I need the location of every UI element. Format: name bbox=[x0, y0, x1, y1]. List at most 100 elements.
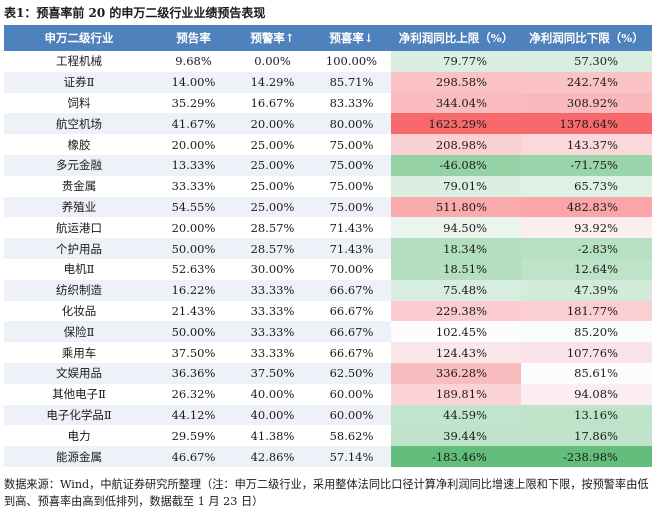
header-industry: 申万二级行业 bbox=[4, 25, 154, 51]
table-row: 保险Ⅱ 50.00% 33.33% 66.67% 102.45% 85.20% bbox=[4, 321, 652, 343]
cell-profit-upper: 124.43% bbox=[391, 342, 521, 363]
cell-profit-upper: 39.44% bbox=[391, 425, 521, 447]
cell-positive-rate: 75.00% bbox=[312, 175, 391, 197]
cell-profit-upper: 208.98% bbox=[391, 134, 521, 155]
table-row: 贵金属 33.33% 25.00% 75.00% 79.01% 65.73% bbox=[4, 175, 652, 197]
industry-forecast-table: 申万二级行业 预告率 预警率↑ 预喜率↓ 净利润同比上限（%） 净利润同比下限（… bbox=[4, 25, 652, 467]
cell-positive-rate: 80.00% bbox=[312, 113, 391, 135]
cell-positive-rate: 75.00% bbox=[312, 154, 391, 176]
cell-warning-rate: 25.00% bbox=[233, 154, 312, 176]
cell-warning-rate: 41.38% bbox=[233, 425, 312, 447]
cell-profit-lower: 12.64% bbox=[521, 258, 652, 280]
cell-profit-lower: -238.98% bbox=[521, 446, 652, 467]
cell-warning-rate: 37.50% bbox=[233, 362, 312, 384]
cell-profit-lower: 143.37% bbox=[521, 134, 652, 155]
cell-profit-upper: 79.01% bbox=[391, 175, 521, 197]
cell-positive-rate: 66.67% bbox=[312, 342, 391, 363]
cell-warning-rate: 33.33% bbox=[233, 279, 312, 301]
cell-positive-rate: 83.33% bbox=[312, 92, 391, 114]
cell-profit-upper: 298.58% bbox=[391, 71, 521, 93]
cell-positive-rate: 58.62% bbox=[312, 425, 391, 447]
cell-profit-lower: 482.83% bbox=[521, 196, 652, 218]
header-warning-rate: 预警率↑ bbox=[233, 25, 312, 51]
cell-profit-lower: 85.61% bbox=[521, 362, 652, 384]
cell-warning-rate: 25.00% bbox=[233, 134, 312, 155]
cell-profit-lower: 242.74% bbox=[521, 71, 652, 93]
cell-warning-rate: 33.33% bbox=[233, 300, 312, 322]
table-row: 养殖业 54.55% 25.00% 75.00% 511.80% 482.83% bbox=[4, 196, 652, 218]
cell-industry: 电子化学品Ⅱ bbox=[4, 404, 154, 426]
cell-positive-rate: 85.71% bbox=[312, 71, 391, 93]
header-profit-upper: 净利润同比上限（%） bbox=[391, 25, 521, 51]
cell-positive-rate: 70.00% bbox=[312, 258, 391, 280]
table-row: 航运港口 20.00% 28.57% 71.43% 94.50% 93.92% bbox=[4, 217, 652, 239]
cell-forecast-rate: 41.67% bbox=[154, 113, 233, 135]
cell-industry: 保险Ⅱ bbox=[4, 321, 154, 343]
cell-positive-rate: 75.00% bbox=[312, 196, 391, 218]
cell-profit-upper: 102.45% bbox=[391, 321, 521, 343]
table-row: 证券Ⅱ 14.00% 14.29% 85.71% 298.58% 242.74% bbox=[4, 71, 652, 93]
cell-positive-rate: 66.67% bbox=[312, 321, 391, 343]
cell-warning-rate: 28.57% bbox=[233, 238, 312, 259]
cell-forecast-rate: 44.12% bbox=[154, 404, 233, 426]
table-row: 能源金属 46.67% 42.86% 57.14% -183.46% -238.98% bbox=[4, 446, 652, 467]
cell-warning-rate: 14.29% bbox=[233, 71, 312, 93]
cell-forecast-rate: 52.63% bbox=[154, 258, 233, 280]
cell-profit-upper: 1623.29% bbox=[391, 113, 521, 135]
cell-positive-rate: 71.43% bbox=[312, 238, 391, 259]
cell-forecast-rate: 26.32% bbox=[154, 383, 233, 405]
table-row: 乘用车 37.50% 33.33% 66.67% 124.43% 107.76% bbox=[4, 342, 652, 363]
cell-industry: 工程机械 bbox=[4, 51, 154, 72]
cell-positive-rate: 60.00% bbox=[312, 404, 391, 426]
cell-warning-rate: 0.00% bbox=[233, 51, 312, 72]
cell-warning-rate: 40.00% bbox=[233, 404, 312, 426]
cell-forecast-rate: 50.00% bbox=[154, 238, 233, 259]
table-row: 多元金融 13.33% 25.00% 75.00% -46.08% -71.75% bbox=[4, 154, 652, 176]
cell-profit-upper: 44.59% bbox=[391, 404, 521, 426]
cell-forecast-rate: 37.50% bbox=[154, 342, 233, 363]
cell-positive-rate: 71.43% bbox=[312, 217, 391, 239]
cell-forecast-rate: 9.68% bbox=[154, 51, 233, 72]
table-row: 纺织制造 16.22% 33.33% 66.67% 75.48% 47.39% bbox=[4, 279, 652, 301]
cell-industry: 养殖业 bbox=[4, 196, 154, 218]
cell-warning-rate: 16.67% bbox=[233, 92, 312, 114]
cell-forecast-rate: 16.22% bbox=[154, 279, 233, 301]
table-body: 工程机械 9.68% 0.00% 100.00% 79.77% 57.30% 证券Ⅱ 14.0… bbox=[4, 51, 652, 467]
cell-profit-lower: -2.83% bbox=[521, 238, 652, 259]
cell-warning-rate: 25.00% bbox=[233, 196, 312, 218]
cell-profit-upper: 511.80% bbox=[391, 196, 521, 218]
table-row: 化妆品 21.43% 33.33% 66.67% 229.38% 181.77% bbox=[4, 300, 652, 322]
cell-positive-rate: 75.00% bbox=[312, 134, 391, 155]
cell-industry: 能源金属 bbox=[4, 446, 154, 467]
table-row: 饲料 35.29% 16.67% 83.33% 344.04% 308.92% bbox=[4, 92, 652, 114]
cell-profit-lower: 47.39% bbox=[521, 279, 652, 301]
cell-profit-upper: 18.34% bbox=[391, 238, 521, 259]
cell-warning-rate: 33.33% bbox=[233, 321, 312, 343]
cell-profit-lower: 13.16% bbox=[521, 404, 652, 426]
table-row: 其他电子Ⅱ 26.32% 40.00% 60.00% 189.81% 94.08% bbox=[4, 383, 652, 405]
cell-forecast-rate: 20.00% bbox=[154, 134, 233, 155]
cell-industry: 证券Ⅱ bbox=[4, 71, 154, 93]
table-row: 个护用品 50.00% 28.57% 71.43% 18.34% -2.83% bbox=[4, 238, 652, 259]
cell-profit-upper: 79.77% bbox=[391, 51, 521, 72]
cell-industry: 多元金融 bbox=[4, 154, 154, 176]
cell-warning-rate: 28.57% bbox=[233, 217, 312, 239]
header-forecast-rate: 预告率 bbox=[154, 25, 233, 51]
cell-profit-upper: 94.50% bbox=[391, 217, 521, 239]
cell-profit-upper: 189.81% bbox=[391, 383, 521, 405]
cell-industry: 纺织制造 bbox=[4, 279, 154, 301]
header-positive-rate: 预喜率↓ bbox=[312, 25, 391, 51]
cell-industry: 航运港口 bbox=[4, 217, 154, 239]
cell-forecast-rate: 36.36% bbox=[154, 362, 233, 384]
cell-industry: 橡胶 bbox=[4, 134, 154, 155]
cell-industry: 文娱用品 bbox=[4, 362, 154, 384]
cell-profit-lower: 107.76% bbox=[521, 342, 652, 363]
cell-profit-lower: 93.92% bbox=[521, 217, 652, 239]
cell-forecast-rate: 33.33% bbox=[154, 175, 233, 197]
table-row: 电力 29.59% 41.38% 58.62% 39.44% 17.86% bbox=[4, 425, 652, 447]
table-row: 工程机械 9.68% 0.00% 100.00% 79.77% 57.30% bbox=[4, 51, 652, 72]
cell-profit-upper: 75.48% bbox=[391, 279, 521, 301]
cell-profit-upper: 344.04% bbox=[391, 92, 521, 114]
cell-profit-upper: -183.46% bbox=[391, 446, 521, 467]
cell-positive-rate: 60.00% bbox=[312, 383, 391, 405]
